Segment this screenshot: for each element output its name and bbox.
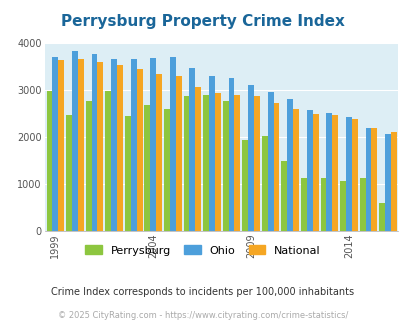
Bar bbox=[195, 87, 201, 231]
Bar bbox=[242, 140, 247, 231]
Bar bbox=[150, 58, 156, 231]
Bar bbox=[351, 118, 357, 231]
Text: © 2025 CityRating.com - https://www.cityrating.com/crime-statistics/: © 2025 CityRating.com - https://www.city… bbox=[58, 311, 347, 320]
Bar bbox=[52, 56, 58, 231]
Bar bbox=[228, 78, 234, 231]
Bar bbox=[300, 178, 306, 231]
Bar bbox=[281, 161, 287, 231]
Bar bbox=[117, 65, 123, 231]
Bar bbox=[156, 74, 162, 231]
Text: Crime Index corresponds to incidents per 100,000 inhabitants: Crime Index corresponds to incidents per… bbox=[51, 287, 354, 297]
Bar bbox=[66, 115, 72, 231]
Bar bbox=[136, 69, 142, 231]
Bar bbox=[234, 95, 240, 231]
Bar bbox=[97, 62, 103, 231]
Bar bbox=[364, 128, 371, 231]
Bar bbox=[287, 99, 292, 231]
Bar bbox=[175, 76, 181, 231]
Bar bbox=[345, 117, 351, 231]
Bar bbox=[384, 134, 390, 231]
Bar bbox=[359, 178, 364, 231]
Bar bbox=[92, 54, 97, 231]
Bar bbox=[144, 106, 150, 231]
Bar bbox=[169, 57, 175, 231]
Bar bbox=[339, 181, 345, 231]
Legend: Perrysburg, Ohio, National: Perrysburg, Ohio, National bbox=[80, 241, 325, 260]
Bar bbox=[261, 137, 267, 231]
Bar bbox=[78, 59, 83, 231]
Bar bbox=[247, 85, 254, 231]
Bar bbox=[58, 60, 64, 231]
Bar bbox=[378, 203, 384, 231]
Bar bbox=[390, 132, 396, 231]
Bar bbox=[371, 128, 376, 231]
Bar bbox=[273, 103, 279, 231]
Bar bbox=[312, 114, 318, 231]
Bar bbox=[254, 96, 259, 231]
Bar bbox=[306, 110, 312, 231]
Bar bbox=[320, 178, 326, 231]
Bar bbox=[267, 92, 273, 231]
Bar bbox=[72, 51, 78, 231]
Bar bbox=[164, 109, 169, 231]
Bar bbox=[183, 96, 189, 231]
Bar bbox=[47, 91, 52, 231]
Bar bbox=[125, 116, 130, 231]
Bar bbox=[111, 59, 117, 231]
Text: Perrysburg Property Crime Index: Perrysburg Property Crime Index bbox=[61, 14, 344, 29]
Bar bbox=[85, 101, 92, 231]
Bar bbox=[326, 114, 332, 231]
Bar bbox=[130, 59, 136, 231]
Bar bbox=[189, 68, 195, 231]
Bar bbox=[214, 93, 220, 231]
Bar bbox=[332, 115, 337, 231]
Bar bbox=[202, 95, 209, 231]
Bar bbox=[209, 76, 214, 231]
Bar bbox=[105, 91, 111, 231]
Bar bbox=[222, 101, 228, 231]
Bar bbox=[292, 109, 298, 231]
